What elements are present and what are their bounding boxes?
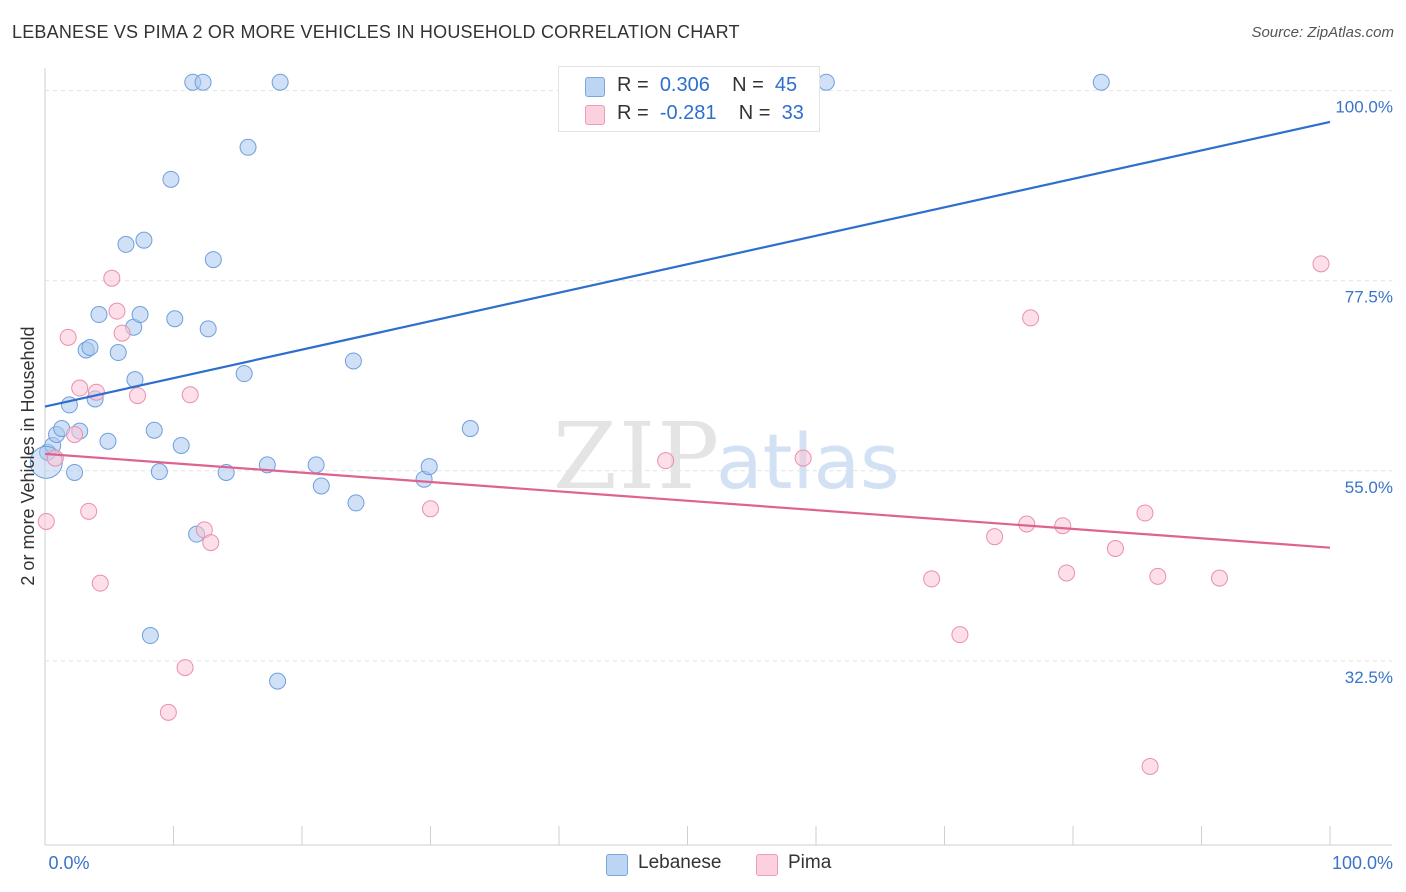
lebanese-point-8[interactable] bbox=[81, 338, 99, 356]
y-axis-label: 2 or more Vehicles in Household bbox=[18, 326, 38, 585]
lebanese-point-17[interactable] bbox=[135, 231, 153, 249]
series-legend: Lebanese Pima bbox=[0, 852, 1406, 878]
pima-point-13[interactable] bbox=[176, 659, 194, 677]
pima-point-27[interactable] bbox=[1106, 540, 1124, 558]
pima-point-11[interactable] bbox=[129, 387, 147, 405]
lebanese-point-10[interactable] bbox=[90, 306, 108, 324]
lebanese-point-35[interactable] bbox=[307, 456, 325, 474]
lebanese-point-19[interactable] bbox=[145, 421, 163, 439]
lebanese-point-23[interactable] bbox=[172, 436, 190, 454]
lebanese-point-38[interactable] bbox=[347, 494, 365, 512]
lebanese-trend-line bbox=[44, 120, 1331, 408]
lebanese-r-value: 0.306 bbox=[659, 74, 710, 96]
lebanese-point-41[interactable] bbox=[461, 420, 479, 438]
lebanese-point-30[interactable] bbox=[235, 365, 253, 383]
lebanese-point-34[interactable] bbox=[271, 73, 289, 91]
pima-point-10[interactable] bbox=[113, 324, 131, 342]
lebanese-point-18[interactable] bbox=[141, 627, 159, 645]
pima-point-3[interactable] bbox=[66, 425, 84, 443]
pima-point-25[interactable] bbox=[1054, 517, 1072, 535]
pima-point-19[interactable] bbox=[794, 449, 812, 467]
lebanese-legend-swatch bbox=[606, 854, 628, 876]
pima-point-24[interactable] bbox=[1022, 309, 1040, 327]
lebanese-point-12[interactable] bbox=[109, 344, 127, 362]
pima-point-32[interactable] bbox=[1312, 255, 1330, 273]
x-tick-label-min: 0.0% bbox=[48, 853, 89, 873]
y-tick-label-3: 100.0% bbox=[1335, 98, 1393, 117]
pima-point-22[interactable] bbox=[986, 528, 1004, 546]
lebanese-swatch bbox=[585, 77, 605, 97]
lebanese-point-27[interactable] bbox=[199, 320, 217, 338]
pima-point-0[interactable] bbox=[37, 512, 55, 530]
trend-lines bbox=[44, 120, 1331, 549]
tick-labels: 32.5% 55.0% 77.5% 100.0% 0.0% 100.0% bbox=[48, 98, 1393, 873]
source-label: Source: ZipAtlas.com bbox=[1251, 24, 1394, 41]
r-label: R = bbox=[617, 102, 649, 124]
lebanese-point-33[interactable] bbox=[269, 672, 287, 690]
pima-point-17[interactable] bbox=[657, 452, 675, 470]
lebanese-point-37[interactable] bbox=[344, 352, 362, 370]
y-tick-label-1: 55.0% bbox=[1345, 478, 1393, 497]
pima-point-9[interactable] bbox=[108, 302, 126, 320]
pima-n-value: 33 bbox=[781, 102, 804, 124]
pima-point-14[interactable] bbox=[181, 386, 199, 404]
lebanese-point-31[interactable] bbox=[239, 138, 257, 156]
pima-point-23[interactable] bbox=[1018, 515, 1036, 533]
lebanese-n-value: 45 bbox=[774, 74, 798, 96]
chart-title: LEBANESE VS PIMA 2 OR MORE VEHICLES IN H… bbox=[12, 22, 740, 42]
lebanese-point-22[interactable] bbox=[166, 310, 184, 328]
pima-point-5[interactable] bbox=[80, 502, 98, 520]
pima-point-29[interactable] bbox=[1141, 757, 1159, 775]
pima-point-4[interactable] bbox=[71, 379, 89, 397]
lebanese-point-20[interactable] bbox=[150, 463, 168, 481]
watermark-zip: ZIP bbox=[553, 403, 721, 510]
pima-trend-line bbox=[44, 452, 1331, 549]
pima-point-28[interactable] bbox=[1136, 504, 1154, 522]
pima-point-1[interactable] bbox=[46, 449, 64, 467]
lebanese-point-42[interactable] bbox=[817, 73, 835, 91]
n-label: N = bbox=[738, 102, 771, 124]
pima-legend-swatch bbox=[756, 854, 778, 876]
pima-point-18[interactable] bbox=[422, 500, 439, 518]
data-points bbox=[29, 73, 1330, 775]
pima-point-6[interactable] bbox=[87, 383, 105, 401]
n-label: N = bbox=[732, 74, 764, 96]
lebanese-legend-label: Lebanese bbox=[638, 852, 722, 873]
lebanese-point-36[interactable] bbox=[312, 477, 330, 495]
x-tick-label-max: 100.0% bbox=[1332, 853, 1393, 873]
pima-r-value: -0.281 bbox=[659, 102, 717, 124]
correlation-legend: R = 0.306 N = 45 R = -0.281 N = 33 bbox=[558, 66, 820, 132]
pima-point-21[interactable] bbox=[951, 626, 969, 644]
pima-point-26[interactable] bbox=[1058, 564, 1076, 582]
pima-point-7[interactable] bbox=[91, 574, 109, 592]
pima-point-12[interactable] bbox=[159, 703, 177, 721]
pima-point-31[interactable] bbox=[1210, 569, 1228, 587]
lebanese-point-26[interactable] bbox=[194, 73, 212, 91]
r-label: R = bbox=[617, 74, 649, 96]
pima-point-20[interactable] bbox=[923, 570, 941, 588]
lebanese-point-43[interactable] bbox=[1092, 73, 1110, 91]
lebanese-point-28[interactable] bbox=[204, 251, 222, 269]
pima-point-30[interactable] bbox=[1149, 567, 1167, 585]
lebanese-point-11[interactable] bbox=[99, 432, 117, 450]
lebanese-point-40[interactable] bbox=[420, 458, 438, 476]
pima-point-16[interactable] bbox=[202, 534, 220, 552]
pima-legend-label: Pima bbox=[788, 852, 832, 873]
lebanese-point-5[interactable] bbox=[66, 463, 84, 481]
y-tick-label-0: 32.5% bbox=[1345, 668, 1393, 687]
pima-point-2[interactable] bbox=[59, 328, 77, 346]
lebanese-point-21[interactable] bbox=[162, 170, 180, 188]
lebanese-point-13[interactable] bbox=[117, 235, 135, 253]
pima-point-8[interactable] bbox=[103, 269, 121, 287]
lebanese-point-16[interactable] bbox=[131, 306, 149, 324]
y-tick-label-2: 77.5% bbox=[1345, 288, 1393, 307]
pima-swatch bbox=[585, 105, 605, 125]
